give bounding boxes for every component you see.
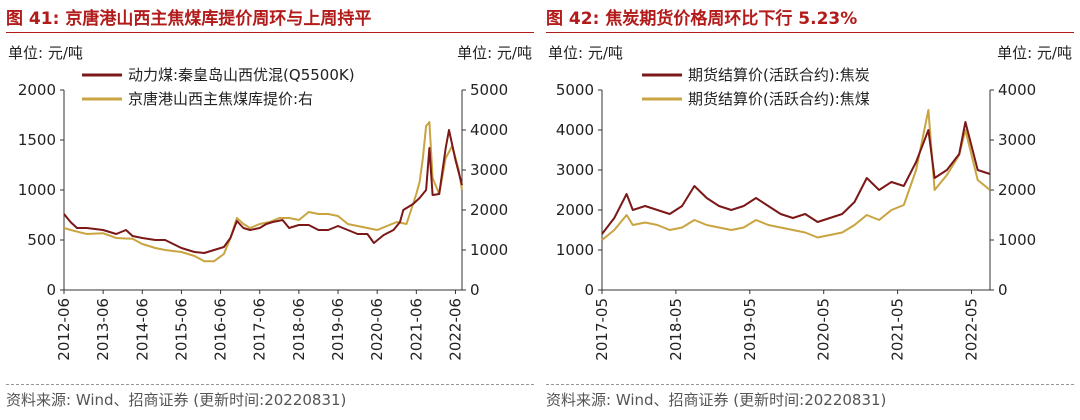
source-note: 资料来源: Wind、招商证券 (更新时间:20220831) — [6, 391, 347, 409]
y-left-tick-label: 2000 — [556, 201, 594, 219]
y-left-tick-label: 1000 — [556, 241, 594, 259]
y-left-tick-label: 2000 — [18, 81, 56, 99]
y-right-tick-label: 5000 — [470, 81, 508, 99]
figure-title-text: 京唐港山西主焦煤库提价周环与上周持平 — [65, 9, 372, 29]
x-tick-label: 2019-05 — [741, 298, 759, 361]
y-right-tick-label: 1000 — [998, 231, 1036, 249]
y-left-tick-label: 0 — [46, 281, 56, 299]
x-tick-label: 2019-06 — [329, 298, 347, 361]
x-tick-label: 2013-06 — [94, 298, 112, 361]
x-tick-label: 2017-06 — [251, 298, 269, 361]
y-left-tick-label: 3000 — [556, 161, 594, 179]
chart-panel-left: 图 41: 京唐港山西主焦煤库提价周环与上周持平 单位: 元/吨 单位: 元/吨 0 5… — [6, 0, 534, 420]
unit-label-right: 单位: 元/吨 — [457, 44, 532, 62]
figure-title-text: 焦炭期货价格周环比下行 5.23% — [605, 9, 858, 29]
unit-label-right: 单位: 元/吨 — [997, 44, 1072, 62]
title-divider — [546, 32, 1074, 33]
y-right-tick-label: 0 — [998, 281, 1008, 299]
unit-label-left: 单位: 元/吨 — [8, 44, 83, 62]
x-tick-label: 2021-05 — [889, 298, 907, 361]
legend-label: 期货结算价(活跃合约):焦煤 — [688, 90, 870, 108]
x-tick-label: 2014-06 — [133, 298, 151, 361]
x-tick-label: 2015-06 — [172, 298, 190, 361]
x-tick-label: 2012-06 — [55, 298, 73, 361]
y-left-tick-label: 500 — [27, 231, 56, 249]
series-line-1 — [63, 129, 463, 254]
y-right-tick-label: 2000 — [470, 201, 508, 219]
source-note: 资料来源: Wind、招商证券 (更新时间:20220831) — [546, 391, 887, 409]
y-right-tick-label: 4000 — [470, 121, 508, 139]
x-tick-label: 2022-05 — [963, 298, 981, 361]
y-right-tick-label: 3000 — [998, 131, 1036, 149]
y-right-tick-label: 2000 — [998, 181, 1036, 199]
y-right-tick-label: 1000 — [470, 241, 508, 259]
series-line-2 — [63, 121, 463, 263]
x-tick-label: 2016-06 — [212, 298, 230, 361]
chart-panel-right: 图 42: 焦炭期货价格周环比下行 5.23% 单位: 元/吨 单位: 元/吨 0 10… — [546, 0, 1074, 420]
x-tick-label: 2020-06 — [368, 298, 386, 361]
figure-number: 图 42: — [546, 9, 600, 29]
y-right-tick-label: 3000 — [470, 161, 508, 179]
x-tick-label: 2018-05 — [667, 298, 685, 361]
x-tick-label: 2020-05 — [815, 298, 833, 361]
legend-label: 京唐港山西主焦煤库提价:右 — [128, 90, 313, 108]
unit-label-left: 单位: 元/吨 — [548, 44, 623, 62]
y-left-tick-label: 1500 — [18, 131, 56, 149]
y-right-tick-label: 4000 — [998, 81, 1036, 99]
y-left-tick-label: 0 — [584, 281, 594, 299]
figure-title: 图 42: 焦炭期货价格周环比下行 5.23% — [546, 4, 1074, 30]
figure-title: 图 41: 京唐港山西主焦煤库提价周环与上周持平 — [6, 4, 534, 30]
y-right-tick-label: 0 — [470, 281, 480, 299]
line-chart-left: 单位: 元/吨 单位: 元/吨 0 500 1000 1500 2000 0 1000 2000 3… — [8, 44, 532, 361]
x-tick-label: 2022-06 — [446, 298, 464, 361]
y-left-tick-label: 1000 — [18, 181, 56, 199]
x-tick-label: 2017-05 — [593, 298, 611, 361]
title-divider — [6, 32, 534, 33]
series-line-1 — [601, 121, 991, 235]
series-line-2 — [601, 109, 991, 241]
figure-number: 图 41: — [6, 9, 60, 29]
x-tick-label: 2021-06 — [407, 298, 425, 361]
legend-label: 动力煤:秦皇岛山西优混(Q5500K) — [128, 66, 355, 84]
y-left-tick-label: 5000 — [556, 81, 594, 99]
line-chart-right: 单位: 元/吨 单位: 元/吨 0 1000 2000 3000 4000 5000 0 1000… — [548, 44, 1072, 361]
source-divider — [6, 384, 534, 385]
y-left-tick-label: 4000 — [556, 121, 594, 139]
source-divider — [546, 384, 1074, 385]
legend-label: 期货结算价(活跃合约):焦炭 — [688, 66, 870, 84]
x-tick-label: 2018-06 — [290, 298, 308, 361]
